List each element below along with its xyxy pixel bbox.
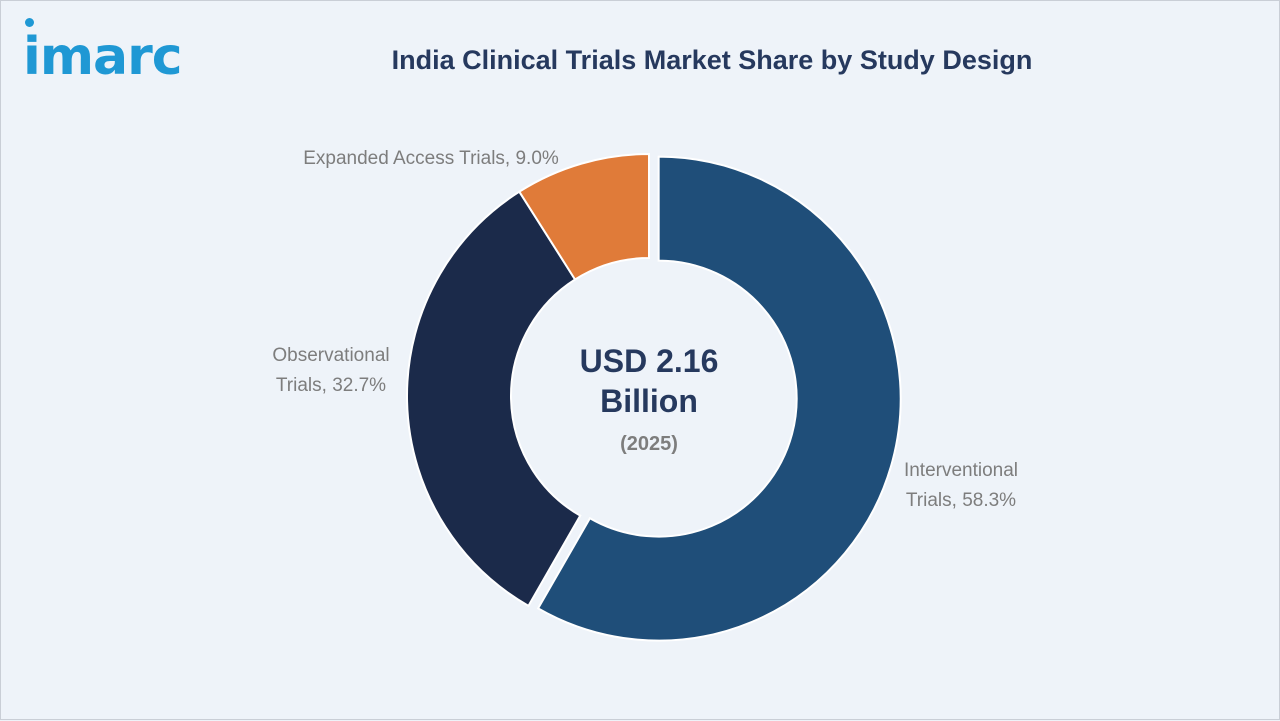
slice-interventional [536,155,902,642]
label-observational-text: Observational Trials, 32.7% [272,345,390,396]
chart-title: India Clinical Trials Market Share by St… [391,45,1033,75]
center-value: USD 2.16 Billion [579,343,719,419]
label-observational: Observational Trials, 32.7% [251,341,411,401]
imarc-logo: imarc [23,18,183,83]
label-expanded-access-text: Expanded Access Trials, 9.0% [303,148,559,169]
slice-expanded-access [517,152,650,281]
logo-text: imarc [23,27,183,87]
center-year: (2025) [620,433,678,455]
label-expanded-access: Expanded Access Trials, 9.0% [281,144,581,174]
logo-dot [25,18,34,27]
label-interventional: Interventional Trials, 58.3% [881,456,1041,516]
slice-observational [406,190,582,608]
label-interventional-text: Interventional Trials, 58.3% [903,460,1019,511]
